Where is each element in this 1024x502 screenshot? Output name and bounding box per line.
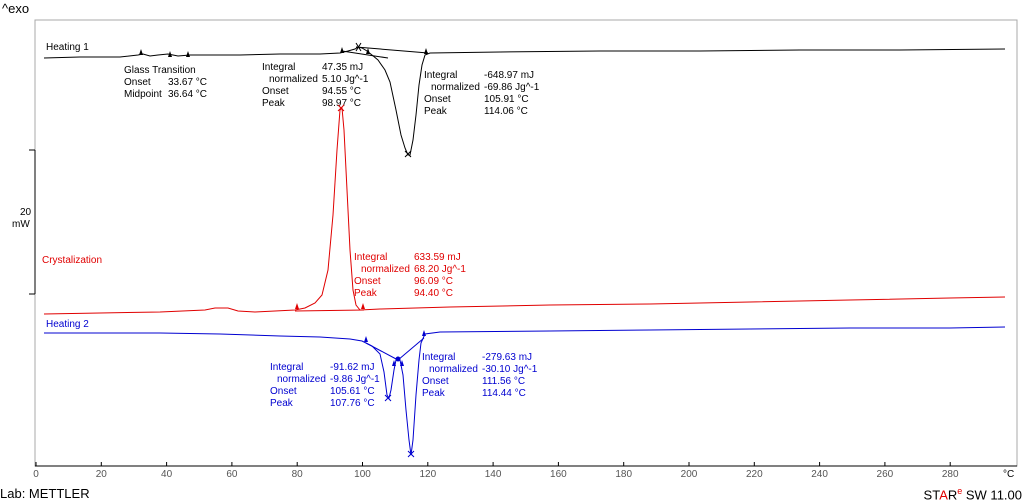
heating-1-peak-markers [355, 42, 412, 158]
h1p2-integral-label: Integral [424, 70, 457, 81]
h2p1-peak-value: 107.76 °C [330, 398, 375, 409]
heating-2-midpoint-marker [395, 356, 401, 362]
h2p2-normalized-label: normalized [429, 364, 478, 375]
brand-part-d: SW 11.00 [962, 487, 1022, 502]
heating-2-label: Heating 2 [46, 319, 89, 330]
x-tick-label: 100 [354, 469, 371, 480]
x-tick-label: 200 [681, 469, 698, 480]
x-tick-label: 260 [877, 469, 894, 480]
h1p2-onset-label: Onset [424, 94, 451, 105]
h1p2-onset-value: 105.91 °C [484, 94, 529, 105]
x-tick-label: 180 [615, 469, 632, 480]
cr-peak-value: 94.40 °C [414, 288, 453, 299]
cr-normalized-value: 68.20 Jg^-1 [414, 264, 466, 275]
h2p2-onset-value: 111.56 °C [482, 376, 525, 387]
x-tick-label: 80 [292, 469, 304, 480]
h1p1-integral-value: 47.35 mJ [322, 62, 363, 73]
h2p2-normalized-value: -30.10 Jg^-1 [482, 364, 538, 375]
h1p2-peak-value: 114.06 °C [484, 106, 528, 117]
crystalization-curve [43, 106, 1006, 315]
crystalization-peak-marker [337, 104, 345, 112]
h2p1-normalized-label: normalized [277, 374, 326, 385]
crystalization-label: Crystalization [42, 255, 102, 266]
h1p2-normalized-label: normalized [431, 82, 480, 93]
h1p1-integral-label: Integral [262, 62, 295, 73]
x-axis: 0 20 40 60 80 100 120 140 160 180 200 220 240 260 280 [33, 462, 1017, 480]
cr-onset-value: 96.09 °C [414, 276, 453, 287]
series-crystalization: Crystalization Integral 633.59 mJ normal… [42, 104, 1006, 315]
h1p1-normalized-label: normalized [269, 74, 318, 85]
x-tick-label: 20 [96, 469, 108, 480]
x-tick-label: 240 [811, 469, 828, 480]
brand-part-a: ST [923, 487, 940, 502]
scale-bar: 20 mW [12, 149, 36, 295]
h1p1-normalized-value: 5.10 Jg^-1 [322, 74, 369, 85]
gt-onset-value: 33.67 °C [168, 77, 207, 88]
h1p1-peak-value: 98.97 °C [322, 98, 361, 109]
series-heating-1: Heating 1 Glass Transition Onset 33.67 °… [43, 42, 1006, 158]
scale-bar-unit: mW [12, 219, 30, 230]
gt-title: Glass Transition [124, 65, 196, 76]
h1p1-onset-value: 94.55 °C [322, 86, 361, 97]
h2p2-onset-label: Onset [422, 376, 449, 387]
software-brand: STARe SW 11.00 [924, 486, 1022, 502]
cr-onset-label: Onset [354, 276, 381, 287]
h1p1-onset-label: Onset [262, 86, 289, 97]
h2p1-onset-value: 105.61 °C [330, 386, 375, 397]
h1p2-peak-label: Peak [424, 106, 448, 117]
cr-peak-label: Peak [354, 288, 378, 299]
h2p1-integral-value: -91.62 mJ [330, 362, 374, 373]
lab-label: Lab: METTLER [0, 486, 90, 501]
heating-2-baseline-1 [365, 342, 399, 361]
h1p2-normalized-value: -69.86 Jg^-1 [484, 82, 540, 93]
h2p2-integral-label: Integral [422, 352, 455, 363]
x-tick-label: 0 [33, 469, 39, 480]
heating-1-label: Heating 1 [46, 42, 89, 53]
x-tick-label: 280 [942, 469, 959, 480]
h2p2-peak-value: 114.44 °C [482, 388, 526, 399]
x-tick-label: 160 [550, 469, 567, 480]
gt-onset-label: Onset [124, 77, 151, 88]
crystalization-baseline [294, 309, 365, 312]
heating-2-peak-markers [384, 394, 415, 458]
exo-label: ^exo [2, 1, 29, 16]
cr-integral-value: 633.59 mJ [414, 252, 461, 263]
brand-part-c: R [947, 487, 958, 502]
brand-part-b: A [939, 487, 948, 502]
x-axis-unit: °C [1003, 469, 1014, 480]
h2p2-integral-value: -279.63 mJ [482, 352, 532, 363]
heating-2-baseline-2 [397, 337, 425, 361]
cr-normalized-label: normalized [361, 264, 410, 275]
series-heating-2: Heating 2 Integral -91.62 mJ normalized … [44, 319, 1006, 458]
brand-sup: e [957, 486, 963, 496]
x-tick-label: 40 [161, 469, 173, 480]
h1p2-integral-value: -648.97 mJ [484, 70, 534, 81]
cr-integral-label: Integral [354, 252, 387, 263]
h2p1-integral-label: Integral [270, 362, 303, 373]
x-tick-label: 220 [746, 469, 763, 480]
x-tick-label: 120 [419, 469, 436, 480]
scale-bar-value: 20 [20, 207, 32, 218]
gt-midpoint-value: 36.64 °C [168, 89, 207, 100]
h2p1-normalized-value: -9.86 Jg^-1 [330, 374, 380, 385]
heating-1-curve [43, 46, 1006, 156]
x-tick-label: 140 [485, 469, 502, 480]
x-tick-label: 60 [226, 469, 238, 480]
h1p1-peak-label: Peak [262, 98, 286, 109]
h2p1-peak-label: Peak [270, 398, 294, 409]
heating-1-baseline-1 [341, 50, 389, 59]
h2p2-peak-label: Peak [422, 388, 446, 399]
h2p1-onset-label: Onset [270, 386, 297, 397]
gt-midpoint-label: Midpoint [124, 89, 162, 100]
